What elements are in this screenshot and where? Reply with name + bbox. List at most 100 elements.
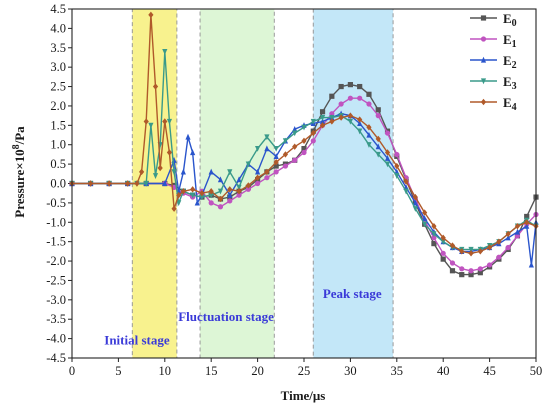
- series-E4-point-3: [125, 180, 131, 187]
- y-tick-label-3: -3.0: [46, 293, 66, 307]
- series-E1-point-21: [310, 138, 316, 144]
- series-E3-point-31: [347, 118, 353, 125]
- series-E4-point-6: [143, 118, 149, 125]
- series-E4-point-35: [375, 135, 381, 143]
- axis-labels: Time/μs Pressure×108/Pa: [11, 126, 325, 403]
- series-E4-point-40: [422, 209, 428, 216]
- series-E4-point-4: [134, 180, 140, 187]
- series-E0-point-37: [459, 272, 465, 278]
- series-E1-point-41: [496, 254, 502, 260]
- plot-border: [71, 8, 537, 359]
- stage-region-2: [312, 8, 394, 359]
- series-E1-point-38: [468, 268, 474, 274]
- y-tick-label-13: 2.0: [50, 99, 66, 113]
- x-tick-label-6: 30: [344, 364, 357, 378]
- series-E4-point-2: [106, 180, 112, 187]
- series-E1-point-36: [449, 260, 456, 266]
- series-E3-point-20: [245, 161, 251, 168]
- legend: E0 E1 E2 E3 E4: [470, 11, 517, 113]
- series-E4-point-33: [357, 116, 363, 123]
- series-E4-point-38: [403, 178, 409, 185]
- y-tick-label-7: -1.0: [46, 215, 66, 229]
- series-E1-point-39: [477, 266, 483, 272]
- series-E4-point-36: [384, 149, 391, 156]
- series-E2-point-22: [292, 126, 298, 132]
- series-E1-point-24: [338, 101, 344, 107]
- legend-marker-E0: [480, 15, 487, 21]
- series-E4-point-5: [139, 168, 145, 176]
- series-E4-point-51: [524, 219, 530, 226]
- y-axis-label: Pressure×108/Pa: [11, 126, 27, 218]
- series-E3-point-33: [366, 142, 372, 148]
- y-tick-label-15: 3.0: [50, 60, 66, 74]
- series-E4-point-43: [449, 242, 456, 249]
- series-E4-point-18: [217, 195, 224, 203]
- series-E3-point-5: [143, 180, 149, 187]
- y-tick-label-8: -0.5: [46, 196, 66, 210]
- plot-frame: [71, 8, 537, 359]
- y-axis-label-main: Pressure×10: [12, 149, 27, 217]
- series-E3-point-15: [199, 194, 205, 201]
- y-tick-label-5: -2.0: [46, 254, 66, 268]
- series-E0-point-17: [273, 163, 279, 169]
- series-E1-point-13: [236, 192, 242, 198]
- series-E3-point-32: [357, 128, 363, 135]
- legend-marker-E4: [480, 98, 487, 106]
- series-E3-point-10: [166, 118, 173, 125]
- series-E3-point-16: [208, 192, 214, 199]
- x-tick-label-1: 5: [115, 364, 121, 378]
- legend-label-E0: E0: [503, 11, 517, 29]
- series-E2-point-31: [375, 143, 381, 150]
- series-E4-point-8: [152, 83, 159, 90]
- series-E3-point-22: [264, 134, 270, 141]
- series-E2-point-10: [190, 149, 196, 156]
- series-E3-point-23: [273, 146, 279, 152]
- series-E1-point-10: [208, 200, 214, 206]
- series-E4-point-13: [176, 191, 182, 199]
- series-E4-point-48: [496, 238, 502, 245]
- legend-label-E4: E4: [503, 95, 517, 113]
- series-E1-point-40: [487, 262, 493, 268]
- stage-label-2: Peak stage: [323, 286, 382, 301]
- series-E0-point-26: [357, 83, 363, 90]
- series-E1-point-20: [301, 149, 307, 156]
- series-E4-point-26: [292, 143, 298, 150]
- series-E3-point-41: [440, 239, 446, 245]
- series-E3-point-24: [282, 138, 289, 145]
- series-E2-point-13: [208, 168, 214, 175]
- series-E2-point-19: [264, 145, 270, 152]
- series-E4-point-46: [477, 248, 483, 255]
- series-E1-point-18: [282, 163, 289, 169]
- series-E3-point-29: [329, 114, 335, 121]
- y-tick-label-10: 0.5: [50, 157, 66, 171]
- series-lines: [69, 11, 539, 278]
- series-E2-point-11: [194, 199, 200, 206]
- series-E2-point-14: [217, 176, 224, 183]
- legend-marker-E2: [480, 56, 487, 63]
- series-E2-point-30: [366, 131, 372, 138]
- series-E1-point-11: [217, 204, 224, 210]
- series-E4-point-14: [180, 188, 186, 195]
- series-E1-point-27: [366, 101, 372, 107]
- series-E2-point-48: [528, 261, 534, 268]
- series-E2-point-46: [514, 228, 521, 235]
- series-E3-point-7: [152, 173, 159, 179]
- series-E3-point-37: [403, 188, 409, 195]
- series-E0-point-35: [440, 256, 446, 262]
- series-E2-point-35: [412, 199, 418, 206]
- series-E0-point-27: [366, 91, 372, 97]
- series-E3-point-9: [162, 49, 168, 55]
- series-E2-point-16: [236, 176, 242, 183]
- series-E1-point-26: [357, 95, 363, 101]
- y-tick-label-1: -4.0: [46, 332, 66, 346]
- y-tick-label-17: 4.0: [50, 21, 66, 35]
- series-E4-point-44: [459, 248, 465, 255]
- series-E3-point-34: [375, 151, 381, 158]
- series-E4-point-20: [236, 188, 242, 195]
- series-E3-point-35: [384, 161, 391, 168]
- axis-ticks: 0 5 10 15 20 25 30 35 40 45 50 -4.5 -4.0 -3.5 -3.0 -2.5…: [46, 2, 542, 378]
- series-E1-point-17: [273, 169, 279, 175]
- series-E3-point-21: [255, 146, 261, 152]
- series-E4-point-24: [273, 158, 279, 166]
